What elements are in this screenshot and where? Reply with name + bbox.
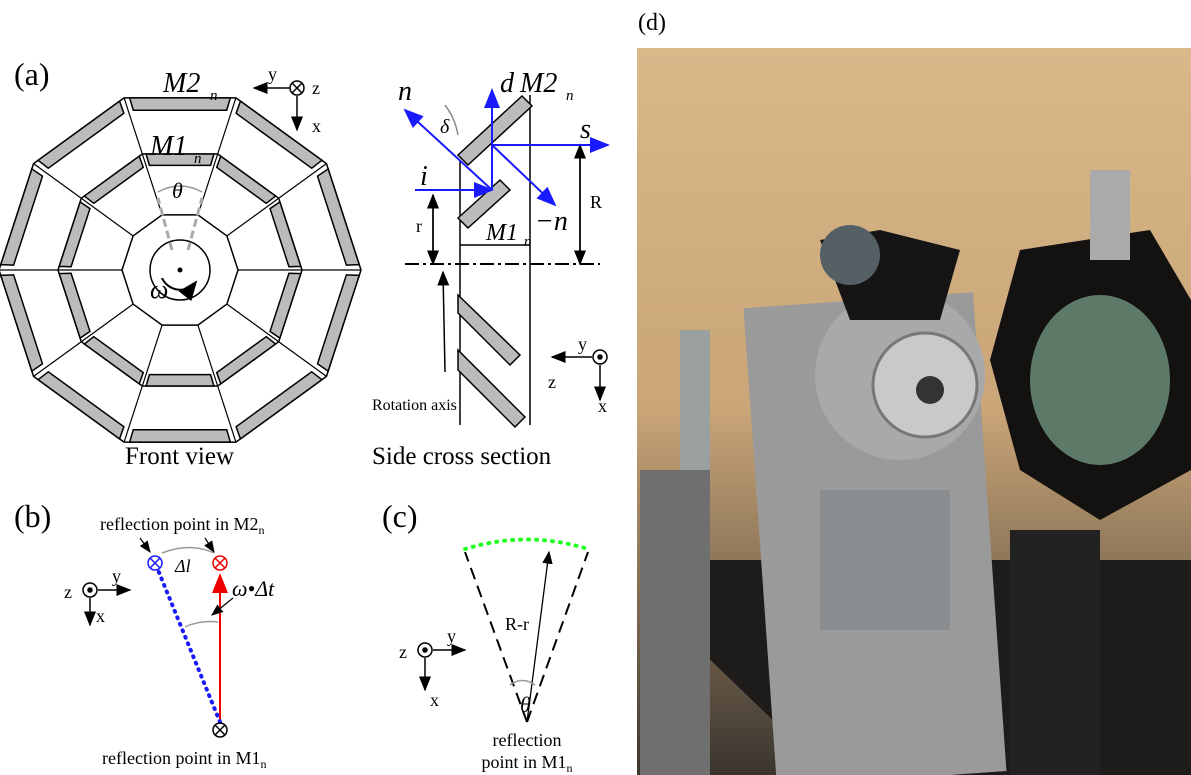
axis-label: y	[578, 334, 587, 354]
caption: Front view	[125, 443, 234, 470]
mirror-m2	[38, 101, 124, 168]
spoke	[81, 304, 133, 342]
dimension-label: r	[416, 216, 422, 236]
mirror-m1	[59, 202, 90, 267]
subscript: n	[210, 88, 218, 104]
center	[178, 268, 183, 273]
mirror-m1	[270, 202, 301, 267]
annotation-text: reflection point in M2	[100, 514, 258, 534]
photo	[637, 48, 1191, 775]
mirror-m2	[1, 169, 43, 265]
vector-label: s	[580, 114, 591, 145]
mirror-m1	[59, 273, 90, 338]
subscript: n	[260, 757, 266, 771]
caption: Side cross section	[372, 443, 552, 470]
annotation-text: reflection point in M1	[102, 748, 260, 768]
mirror-m1	[146, 375, 214, 386]
vector-label: −n	[535, 206, 568, 237]
axis-label: z	[312, 78, 320, 98]
mirror-m2	[318, 275, 360, 371]
figure: (a) M2 n M1 n θ ω y z x Front view n d M…	[0, 0, 1191, 775]
angle-label: δ	[440, 116, 450, 138]
angle-label: θ	[520, 692, 531, 717]
annotation: reflection point in M1n	[102, 748, 266, 771]
annotation: reflection point in M2n	[100, 514, 264, 537]
annotation: reflection	[493, 730, 562, 750]
mirror-m2	[236, 372, 322, 439]
axis-label: x	[96, 606, 105, 626]
subscript: n	[258, 523, 264, 537]
vector-label: d	[500, 68, 515, 99]
annotation: ω•Δt	[232, 576, 275, 601]
dimension-label: R	[590, 192, 602, 212]
axis-label: z	[548, 372, 556, 392]
panel-c-drawing	[418, 540, 588, 723]
annotation: point in M1n	[481, 752, 572, 775]
mirror-m1	[217, 156, 276, 203]
panel-b-drawing	[83, 538, 233, 737]
spoke	[81, 198, 133, 236]
mirror-m1	[84, 156, 143, 203]
axis-label: z	[399, 642, 407, 662]
dimension-label: R-r	[505, 614, 529, 634]
axis-label: x	[312, 116, 321, 136]
panel-label: (a)	[14, 56, 50, 92]
axis-label: y	[112, 566, 121, 586]
mirror-m2	[236, 101, 322, 168]
annotation: Rotation axis	[372, 397, 457, 414]
annotation-text: point in M1	[481, 752, 566, 772]
mirror-label: M2	[519, 68, 557, 99]
axis-label: z	[64, 582, 72, 602]
axis-label: x	[430, 690, 439, 710]
angle-label: θ	[172, 178, 183, 203]
subscript: n	[524, 234, 532, 250]
panel-label: (d)	[638, 10, 666, 36]
panel-label: (b)	[14, 498, 51, 534]
spoke	[227, 304, 279, 342]
mirror-m2	[130, 430, 231, 442]
mirror-m2	[318, 169, 360, 265]
subscript: n	[567, 761, 573, 775]
axis-label: y	[268, 64, 277, 84]
mirror-label: M1	[485, 220, 518, 246]
mirror-m1	[270, 273, 301, 338]
omega-label: ω	[150, 275, 168, 304]
axis-label: x	[598, 396, 607, 416]
subscript: n	[566, 88, 574, 104]
mirror-m1	[84, 337, 143, 384]
subscript: n	[194, 151, 202, 167]
vector-label: i	[420, 161, 428, 192]
axis-label: y	[447, 626, 456, 646]
vector-label: n	[398, 76, 412, 107]
annotation: Δl	[174, 556, 191, 576]
mirror-label: M2	[162, 68, 200, 99]
mirror-m2	[1, 275, 43, 371]
mirror-m2	[38, 372, 124, 439]
panel-label: (c)	[382, 498, 418, 534]
mirror-label: M1	[149, 131, 187, 162]
mirror-m1	[217, 337, 276, 384]
spoke	[227, 198, 279, 236]
